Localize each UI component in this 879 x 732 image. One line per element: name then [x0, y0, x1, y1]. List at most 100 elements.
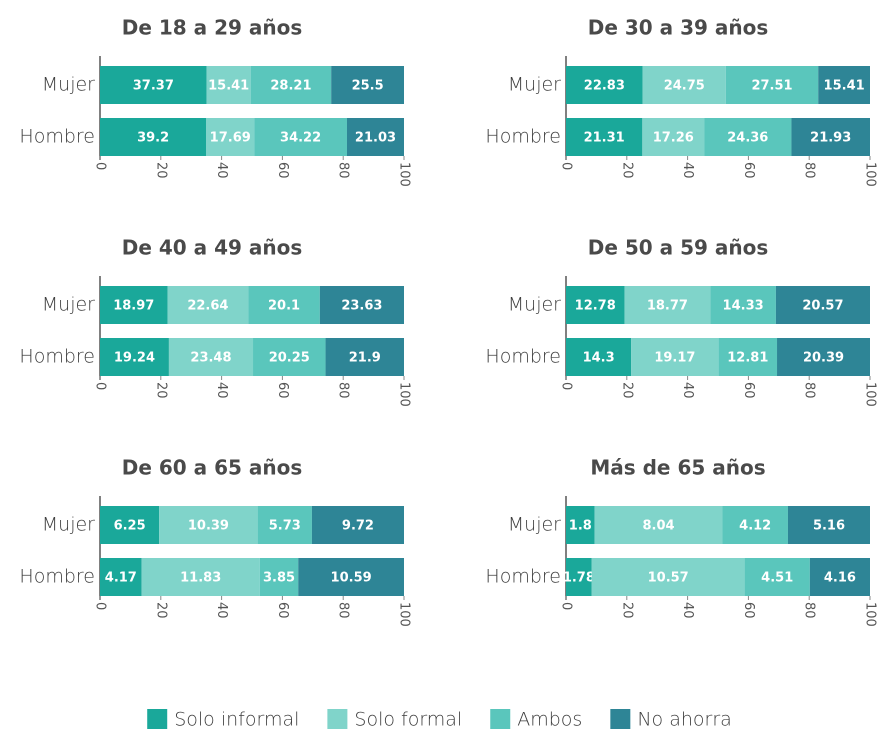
category-label: Mujer — [508, 514, 561, 536]
category-label: Mujer — [508, 294, 561, 316]
value-label: 15.41 — [208, 79, 249, 94]
x-tick-label: 0 — [559, 602, 574, 610]
value-label: 1.78 — [563, 571, 595, 586]
category-label: Mujer — [508, 74, 561, 96]
x-tick-label: 60 — [275, 602, 290, 619]
x-tick-label: 40 — [214, 602, 229, 619]
x-tick-label: 100 — [863, 602, 878, 627]
value-label: 5.73 — [269, 519, 301, 534]
x-tick-label: 60 — [741, 602, 756, 619]
bar-segment — [206, 118, 255, 156]
bar-segment — [325, 338, 404, 376]
legend-swatch — [490, 709, 511, 729]
legend-swatch — [147, 709, 168, 729]
bar-segment — [710, 286, 776, 324]
value-label: 24.36 — [727, 131, 768, 146]
x-tick-label: 80 — [336, 602, 351, 619]
x-tick-label: 0 — [93, 162, 108, 170]
value-label: 20.25 — [269, 351, 310, 366]
value-label: 17.26 — [653, 131, 694, 146]
legend: Solo informal Solo formal Ambos No ahorra — [147, 709, 732, 731]
bar-segment — [141, 558, 260, 596]
x-tick-label: 100 — [863, 382, 878, 407]
legend-swatch — [327, 709, 348, 729]
panel-title: De 18 a 29 años — [122, 16, 303, 40]
bar-segment — [775, 286, 870, 324]
bar-segment — [248, 286, 320, 324]
value-label: 39.2 — [137, 131, 169, 146]
value-label: 4.51 — [761, 571, 793, 586]
bar-segment — [319, 286, 404, 324]
bar-segment — [566, 558, 592, 596]
bar-segment — [331, 66, 404, 104]
bar-segment — [100, 338, 169, 376]
value-label: 20.39 — [803, 351, 844, 366]
value-label: 21.03 — [355, 131, 396, 146]
bar-segment — [100, 506, 160, 544]
bar-segment — [809, 558, 870, 596]
bar-segment — [818, 66, 870, 104]
value-label: 18.97 — [113, 299, 154, 314]
value-label: 8.04 — [642, 519, 674, 534]
x-tick-label: 100 — [397, 162, 412, 187]
category-label: Hombre — [19, 346, 95, 368]
value-label: 5.16 — [813, 519, 845, 534]
value-label: 24.75 — [664, 79, 705, 94]
value-label: 10.59 — [331, 571, 372, 586]
x-tick-label: 80 — [802, 382, 817, 399]
category-label: Mujer — [42, 74, 95, 96]
x-tick-label: 80 — [802, 162, 817, 179]
bar-segment — [159, 506, 258, 544]
bar-segment — [722, 506, 788, 544]
bar-segment — [254, 118, 347, 156]
value-label: 10.39 — [188, 519, 229, 534]
x-tick-label: 80 — [802, 602, 817, 619]
category-label: Hombre — [485, 566, 561, 588]
x-tick-label: 80 — [336, 162, 351, 179]
panel-title: De 40 a 49 años — [122, 236, 303, 260]
bar-segment — [566, 506, 595, 544]
category-label: Mujer — [42, 294, 95, 316]
value-label: 20.1 — [268, 299, 300, 314]
x-tick-label: 80 — [336, 382, 351, 399]
bar-segment — [631, 338, 719, 376]
bar-segment — [259, 558, 299, 596]
x-tick-label: 40 — [680, 382, 695, 399]
x-tick-label: 20 — [619, 162, 634, 179]
legend-label: Ambos — [517, 709, 582, 731]
bar-segment — [100, 286, 168, 324]
bar-segment — [566, 286, 625, 324]
x-tick-label: 100 — [397, 602, 412, 627]
value-label: 25.5 — [352, 79, 384, 94]
x-tick-label: 20 — [619, 382, 634, 399]
bar-segment — [591, 558, 745, 596]
bar-segment — [566, 66, 643, 104]
bar-segment — [704, 118, 792, 156]
x-tick-label: 20 — [153, 162, 168, 179]
bar-segment — [566, 338, 632, 376]
panel-title: De 30 a 39 años — [588, 16, 769, 40]
bar-segment — [346, 118, 404, 156]
value-label: 4.17 — [105, 571, 137, 586]
legend-swatch — [610, 709, 631, 729]
legend-label: Solo formal — [354, 709, 462, 731]
bar-segment — [777, 338, 870, 376]
value-label: 22.83 — [584, 79, 625, 94]
value-label: 27.51 — [751, 79, 792, 94]
value-label: 14.33 — [723, 299, 764, 314]
value-label: 17.69 — [210, 131, 251, 146]
bar-segment — [253, 338, 326, 376]
x-tick-label: 100 — [397, 382, 412, 407]
category-label: Hombre — [485, 126, 561, 148]
category-label: Hombre — [19, 566, 95, 588]
bar-segment — [744, 558, 810, 596]
value-label: 4.12 — [739, 519, 771, 534]
x-tick-label: 0 — [93, 382, 108, 390]
x-tick-label: 20 — [619, 602, 634, 619]
value-label: 11.83 — [180, 571, 221, 586]
x-tick-label: 60 — [741, 162, 756, 179]
panel-title: Más de 65 años — [590, 456, 765, 480]
x-tick-label: 60 — [275, 382, 290, 399]
bar-segment — [167, 286, 249, 324]
